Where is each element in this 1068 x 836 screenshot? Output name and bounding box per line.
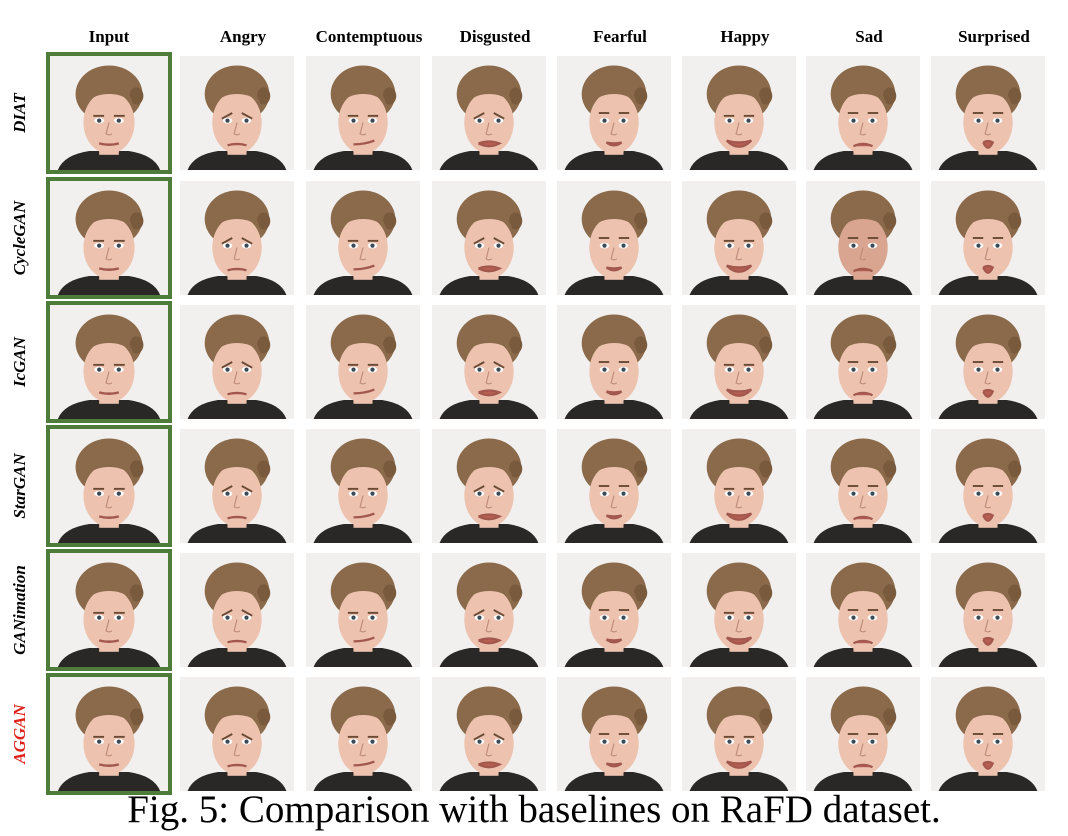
generated-face-happy — [682, 429, 796, 543]
generated-face-disgusted — [432, 429, 546, 543]
method-name: DIAT — [10, 93, 29, 133]
column-header-sad: Sad — [855, 27, 883, 46]
column-header-surprised: Surprised — [958, 27, 1030, 46]
generated-face-angry — [180, 677, 294, 791]
generated-face-surprised — [931, 553, 1045, 667]
generated-face-sad — [806, 56, 920, 170]
column-header-row: Input Angry Contemptuous Disgusted Fearful Ha… — [0, 24, 1068, 50]
generated-face-surprised — [931, 181, 1045, 295]
generated-face-fearful — [557, 305, 671, 419]
column-header-input: Input — [88, 27, 130, 46]
generated-face-fearful — [557, 677, 671, 791]
generated-face-contemptuous — [306, 181, 420, 295]
generated-face-angry — [180, 553, 294, 667]
generated-face-sad — [806, 677, 920, 791]
figure-caption: Fig. 5: Comparison with baselines on RaF… — [127, 788, 941, 831]
generated-face-contemptuous — [306, 677, 420, 791]
column-header-disgusted: Disgusted — [459, 27, 531, 46]
input-face-image — [46, 549, 172, 671]
generated-face-surprised — [931, 677, 1045, 791]
method-name: GANimation — [10, 565, 29, 655]
input-face-image — [46, 52, 172, 174]
generated-face-surprised — [931, 429, 1045, 543]
generated-face-fearful — [557, 553, 671, 667]
method-name: CycleGAN — [10, 200, 29, 276]
method-name: IcGAN — [10, 336, 29, 388]
input-face-image — [46, 301, 172, 423]
generated-face-disgusted — [432, 553, 546, 667]
generated-face-happy — [682, 181, 796, 295]
generated-face-disgusted — [432, 181, 546, 295]
generated-face-happy — [682, 553, 796, 667]
column-header-contemptuous: Contemptuous — [315, 27, 423, 46]
generated-face-sad — [806, 305, 920, 419]
row-label-stargan: StarGAN — [0, 425, 40, 547]
generated-face-fearful — [557, 56, 671, 170]
generated-face-disgusted — [432, 677, 546, 791]
generated-face-sad — [806, 429, 920, 543]
generated-face-disgusted — [432, 305, 546, 419]
method-name: StarGAN — [10, 453, 29, 519]
column-header-happy: Happy — [720, 27, 770, 46]
generated-face-disgusted — [432, 56, 546, 170]
generated-face-angry — [180, 181, 294, 295]
column-header-fearful: Fearful — [593, 27, 647, 46]
generated-face-fearful — [557, 429, 671, 543]
row-label-ganimation: GANimation — [0, 549, 40, 671]
generated-face-angry — [180, 429, 294, 543]
method-name: AGGAN — [10, 704, 29, 764]
input-face-image — [46, 177, 172, 299]
column-header-angry: Angry — [219, 27, 267, 46]
row-label-cyclegan: CycleGAN — [0, 177, 40, 299]
generated-face-happy — [682, 677, 796, 791]
generated-face-contemptuous — [306, 56, 420, 170]
generated-face-angry — [180, 305, 294, 419]
generated-face-happy — [682, 56, 796, 170]
generated-face-contemptuous — [306, 429, 420, 543]
input-face-image — [46, 425, 172, 547]
generated-face-angry — [180, 56, 294, 170]
generated-face-sad — [806, 181, 920, 295]
generated-face-surprised — [931, 305, 1045, 419]
row-label-aggan: AGGAN — [0, 673, 40, 795]
generated-face-sad — [806, 553, 920, 667]
generated-face-fearful — [557, 181, 671, 295]
generated-face-surprised — [931, 56, 1045, 170]
generated-face-happy — [682, 305, 796, 419]
generated-face-contemptuous — [306, 305, 420, 419]
input-face-image — [46, 673, 172, 795]
row-label-diat: DIAT — [0, 52, 40, 174]
row-label-icgan: IcGAN — [0, 301, 40, 423]
generated-face-contemptuous — [306, 553, 420, 667]
